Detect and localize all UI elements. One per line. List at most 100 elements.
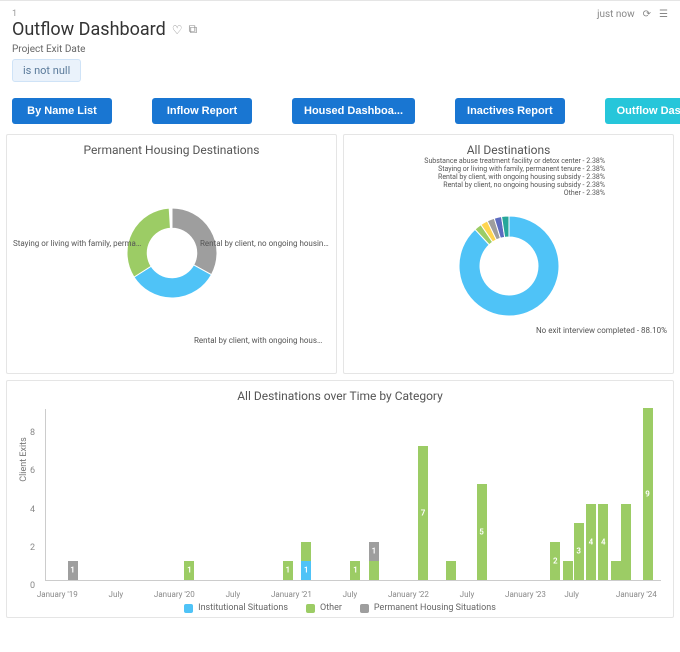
x-tick: July [226, 590, 241, 599]
legend-label: Other [320, 603, 342, 613]
header-bar: 1 Outflow Dashboard ♡ ⧉ just now ⟳ ☰ [0, 0, 680, 40]
bar-value: 2 [553, 556, 558, 565]
bar-segment: 5 [477, 484, 487, 580]
bar-group[interactable]: 9 [643, 408, 653, 580]
bar-value: 4 [589, 537, 594, 546]
donut-label: Rental by client, no ongoing housing s..… [200, 239, 330, 248]
bar-segment: 7 [418, 446, 428, 580]
donut-panels-row: Permanent Housing Destinations Staying o… [0, 134, 680, 374]
filter-icon[interactable]: ☰ [659, 9, 668, 20]
bar-group[interactable]: 4 [598, 504, 608, 580]
bar-group[interactable] [446, 561, 456, 580]
bar-group[interactable]: 2 [550, 542, 560, 580]
bar-segment [446, 561, 456, 580]
bar-group[interactable]: 1 [68, 561, 78, 580]
bar-value: 7 [421, 509, 426, 518]
donut-all: Substance abuse treatment facility or de… [352, 163, 665, 343]
tabs-row: By Name List Inflow Report Housed Dashboa.… [0, 92, 680, 134]
heart-icon[interactable]: ♡ [172, 23, 183, 37]
bar-value: 4 [601, 537, 606, 546]
panel-title: All Destinations over Time by Category [15, 389, 665, 403]
bar-value: 1 [187, 566, 192, 575]
x-tick: January '24 [616, 590, 657, 599]
x-tick: January '23 [505, 590, 546, 599]
bar-value: 1 [372, 547, 377, 556]
bar-group[interactable]: 1 [369, 542, 379, 580]
bar-group[interactable] [621, 504, 631, 580]
page-title: Outflow Dashboard [12, 19, 166, 40]
bar-segment: 1 [184, 561, 194, 580]
bar-value: 1 [285, 566, 290, 575]
bar-segment: 9 [643, 408, 653, 580]
legend-item[interactable]: Other [306, 603, 342, 613]
bar-segment: 4 [586, 504, 596, 580]
panel-timechart: All Destinations over Time by Category C… [6, 380, 674, 618]
bar-value: 3 [576, 547, 581, 556]
bar-group[interactable] [563, 561, 573, 580]
legend-swatch [360, 604, 369, 613]
x-tick: July [564, 590, 579, 599]
x-tick: July [460, 590, 475, 599]
tab-button[interactable]: Outflow Dashboa... [605, 98, 680, 124]
header-tools: just now ⟳ ☰ [597, 9, 668, 20]
legend-swatch [184, 604, 193, 613]
tab-button[interactable]: Inflow Report [152, 98, 252, 124]
y-tick: 2 [30, 543, 35, 553]
title-block: 1 Outflow Dashboard ♡ ⧉ [12, 9, 197, 40]
bar-group[interactable] [611, 561, 621, 580]
donut-label: Staying or living with family, permanent… [13, 239, 143, 248]
x-tick: January '19 [37, 590, 78, 599]
tab-button[interactable]: Inactives Report [455, 98, 565, 124]
bar-segment: 1 [350, 561, 360, 580]
panel-permanent-housing: Permanent Housing Destinations Staying o… [6, 134, 337, 374]
bar-group[interactable]: 4 [586, 504, 596, 580]
bar-segment: 3 [574, 523, 584, 580]
y-tick: 4 [30, 505, 35, 515]
bar-segment [369, 561, 379, 580]
timestamp-label: just now [597, 9, 635, 20]
donut-label: Substance abuse treatment facility or de… [424, 157, 605, 165]
bar-segment [301, 542, 311, 561]
filter-chip[interactable]: is not null [12, 59, 81, 82]
bar-segment: 1 [301, 561, 311, 580]
tab-button[interactable]: By Name List [12, 98, 112, 124]
bar-segment: 1 [369, 542, 379, 561]
filter-label: Project Exit Date [12, 44, 668, 55]
y-tick: 6 [30, 466, 35, 476]
x-tick: January '21 [271, 590, 312, 599]
donut-label: Rental by client, with ongoing housing s… [194, 336, 324, 345]
bar-group[interactable]: 1 [350, 561, 360, 580]
bar-group[interactable]: 1 [301, 542, 311, 580]
bar-segment [611, 561, 621, 580]
bar-segment: 1 [283, 561, 293, 580]
legend-item[interactable]: Institutional Situations [184, 603, 288, 613]
filter-area: Project Exit Date is not null [0, 40, 680, 92]
bar-segment [621, 504, 631, 580]
donut-label: Rental by client, with ongoing housing s… [438, 173, 605, 181]
bar-group[interactable]: 7 [418, 446, 428, 580]
x-tick: January '20 [154, 590, 195, 599]
legend-item[interactable]: Permanent Housing Situations [360, 603, 496, 613]
legend-swatch [306, 604, 315, 613]
bar-segment: 2 [550, 542, 560, 580]
copy-icon[interactable]: ⧉ [189, 22, 198, 37]
donut-permanent: Staying or living with family, permanent… [15, 163, 328, 343]
panel-title: Permanent Housing Destinations [15, 143, 328, 157]
y-tick: 0 [30, 581, 35, 591]
chart-legend: Institutional Situations Other Permanent H… [15, 603, 665, 613]
bar-chart: Client Exits 024681111117523449 January … [45, 409, 661, 599]
bar-value: 1 [304, 566, 309, 575]
bar-segment: 1 [68, 561, 78, 580]
panel-title: All Destinations [352, 143, 665, 157]
tab-button[interactable]: Housed Dashboa... [292, 98, 415, 124]
bar-segment: 4 [598, 504, 608, 580]
page-index: 1 [12, 9, 197, 19]
bar-value: 1 [353, 566, 358, 575]
legend-label: Institutional Situations [198, 603, 288, 613]
bars-region: 024681111117523449 [45, 409, 661, 581]
bar-group[interactable]: 1 [283, 561, 293, 580]
bar-group[interactable]: 5 [477, 484, 487, 580]
bar-group[interactable]: 1 [184, 561, 194, 580]
refresh-icon[interactable]: ⟳ [643, 9, 651, 20]
bar-group[interactable]: 3 [574, 523, 584, 580]
